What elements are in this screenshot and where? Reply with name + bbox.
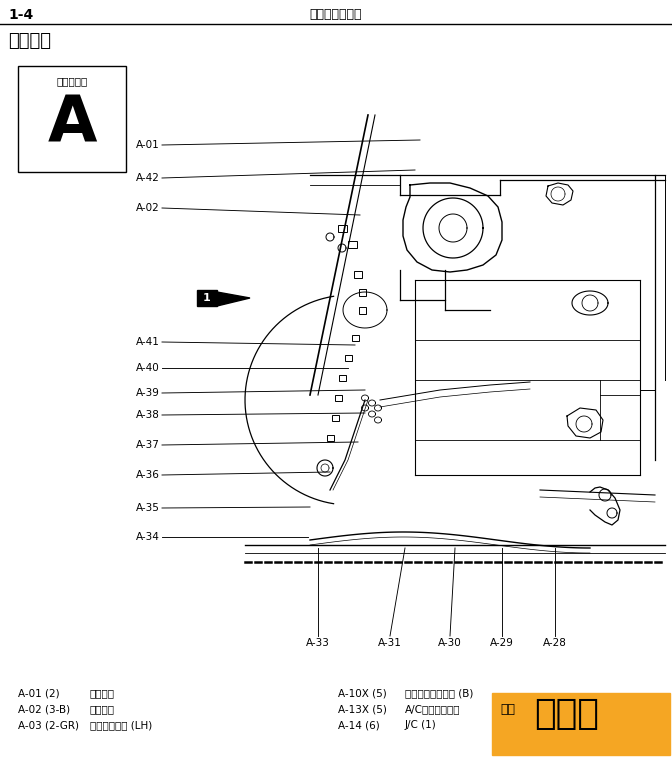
Text: A-39: A-39 xyxy=(136,388,160,398)
Bar xyxy=(18,66,126,172)
Bar xyxy=(358,289,366,296)
Text: A-28: A-28 xyxy=(543,638,567,648)
Text: A-03 (2-GR): A-03 (2-GR) xyxy=(18,720,79,730)
Text: A/C压缩机继电器: A/C压缩机继电器 xyxy=(405,704,460,714)
Bar xyxy=(337,225,347,232)
Text: A-35: A-35 xyxy=(136,503,160,513)
Text: A-01 (2): A-01 (2) xyxy=(18,688,60,698)
Bar xyxy=(351,335,358,341)
Bar xyxy=(197,290,217,306)
Text: A-14 (6): A-14 (6) xyxy=(338,720,380,730)
Text: A-31: A-31 xyxy=(378,638,402,648)
Text: 发动机届: 发动机届 xyxy=(8,32,51,50)
Text: 自动天线: 自动天线 xyxy=(90,704,115,714)
Text: A-02: A-02 xyxy=(136,203,160,213)
Text: A-30: A-30 xyxy=(438,638,462,648)
Bar xyxy=(335,395,341,401)
Text: 側转向信号灯 (LH): 側转向信号灯 (LH) xyxy=(90,720,153,730)
Bar xyxy=(327,435,333,441)
Text: A-13X (5): A-13X (5) xyxy=(338,704,387,714)
Text: 电气配线接线图: 电气配线接线图 xyxy=(310,8,362,21)
Bar xyxy=(354,271,362,277)
Text: A-10X (5): A-10X (5) xyxy=(338,688,387,698)
Text: 连接器符号: 连接器符号 xyxy=(56,76,87,86)
Text: A-34: A-34 xyxy=(136,532,160,542)
Text: A-37: A-37 xyxy=(136,440,160,450)
Text: 修帮手: 修帮手 xyxy=(534,697,599,731)
Text: A: A xyxy=(47,94,97,156)
Text: J/C (1): J/C (1) xyxy=(405,720,437,730)
Text: A-36: A-36 xyxy=(136,470,160,480)
Text: 汽车: 汽车 xyxy=(500,703,515,716)
Bar xyxy=(347,241,357,248)
Text: A-38: A-38 xyxy=(136,410,160,420)
Text: 冷却器风扇继电器 (B): 冷却器风扇继电器 (B) xyxy=(405,688,473,698)
Bar xyxy=(339,375,345,381)
Text: 1-4: 1-4 xyxy=(8,8,33,22)
Bar xyxy=(331,415,339,421)
Polygon shape xyxy=(217,292,250,306)
Text: A-02 (3-B): A-02 (3-B) xyxy=(18,704,70,714)
Bar xyxy=(492,693,670,755)
Text: 1: 1 xyxy=(203,293,211,303)
Text: A-41: A-41 xyxy=(136,337,160,347)
Text: A-42: A-42 xyxy=(136,173,160,183)
Bar xyxy=(345,355,351,361)
Text: A-33: A-33 xyxy=(306,638,330,648)
Text: A-01: A-01 xyxy=(136,140,160,150)
Bar xyxy=(358,306,366,313)
Text: A-29: A-29 xyxy=(490,638,514,648)
Text: 自动天线: 自动天线 xyxy=(90,688,115,698)
Text: A-40: A-40 xyxy=(136,363,160,373)
